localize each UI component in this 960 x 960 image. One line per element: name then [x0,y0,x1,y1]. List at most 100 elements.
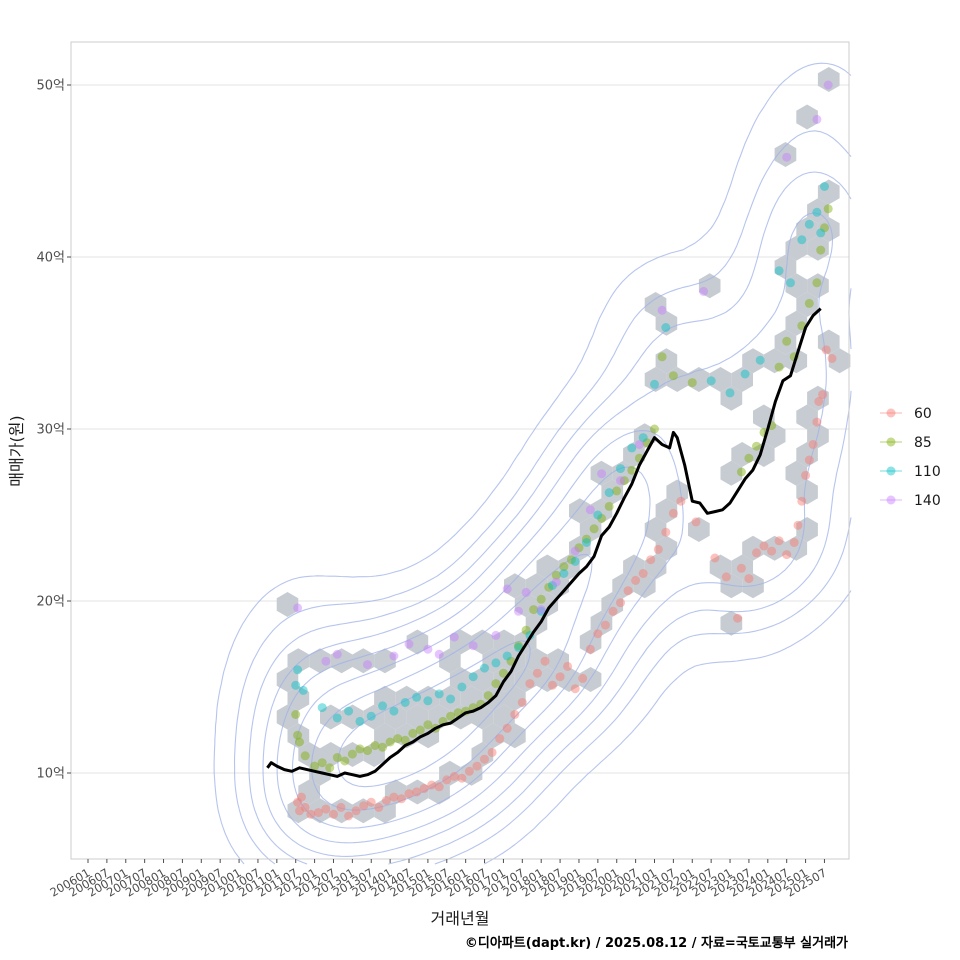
point-60 [646,555,656,565]
point-140 [404,639,414,649]
point-60 [300,802,310,812]
point-110 [725,388,735,398]
hexbin-cell [287,648,310,674]
hexbin-cell [763,348,786,374]
grid-lines [71,84,849,774]
hexbin-cell [439,648,461,674]
hexbin-cell [287,723,310,749]
point-85 [340,756,350,766]
y-tick-label: 10억 [36,767,65,782]
point-110 [536,606,546,616]
hexbin-cell [796,442,818,467]
point-60 [638,569,648,578]
hexbin-cell [796,479,818,505]
median-line [266,307,822,778]
point-60 [296,792,306,802]
point-85 [300,751,310,761]
point-140 [782,152,792,162]
hexbin-cell [742,348,764,374]
point-140 [434,649,444,659]
point-60 [464,766,474,776]
hexbin-cell [471,667,494,692]
point-85 [498,668,508,678]
point-60 [502,723,512,733]
point-60 [480,754,489,764]
point-110 [366,711,376,721]
point-110 [774,266,784,276]
hexbin-cell [655,310,678,336]
hexbin-cell [493,629,515,655]
point-140 [634,440,644,449]
point-60 [789,538,799,547]
point-60 [293,797,303,807]
point-60 [797,496,807,506]
hexbin-cell [785,273,808,299]
point-110 [559,569,569,578]
point-110 [812,207,822,217]
point-110 [317,703,327,713]
hexbin-cell [428,779,450,805]
point-110 [446,694,456,704]
hexbin-cell [590,610,613,636]
hexbin-cell [449,629,472,655]
point-140 [521,587,531,597]
point-140 [699,286,709,296]
hexbin-cell [320,704,342,730]
point-110 [816,228,826,238]
point-60 [449,771,459,781]
point-110 [582,538,591,547]
point-60 [295,806,304,816]
point-140 [293,603,303,613]
hexbin-cell [633,423,656,449]
point-110 [457,682,467,692]
hexbin-cell [471,742,494,767]
point-60 [812,417,822,427]
point-110 [344,706,354,716]
point-60 [733,613,743,623]
point-140 [551,577,561,587]
point-140 [514,606,523,616]
point-60 [313,808,323,818]
hexbin-cell [774,329,797,355]
point-60 [442,775,452,785]
point-60 [653,544,663,554]
point-85 [823,204,833,214]
point-60 [404,789,414,799]
point-110 [293,665,303,675]
median-line-layer [266,307,822,778]
point-140 [363,660,372,670]
point-85 [491,679,501,689]
point-85 [514,641,523,651]
point-60 [721,572,731,582]
point-110 [491,658,501,668]
point-85 [589,524,599,534]
hexbin-cell [363,704,385,730]
point-110 [412,692,422,702]
point-60 [668,508,678,518]
point-60 [472,761,482,771]
point-85 [378,742,388,752]
point-85 [574,543,584,553]
point-60 [427,780,437,790]
point-85 [363,746,372,756]
point-110 [661,323,671,332]
point-85 [566,555,576,565]
hexbin-cell [482,723,504,749]
point-60 [608,606,618,616]
point-110 [755,355,765,365]
point-110 [502,651,512,661]
point-85 [687,378,697,388]
hexbin-cell [796,104,818,130]
point-110 [616,464,625,474]
point-85 [736,467,746,477]
point-85 [816,245,826,255]
point-60 [457,773,467,783]
point-60 [759,541,769,551]
point-110 [434,689,444,699]
point-60 [691,517,701,527]
density-contour [337,640,531,788]
point-85 [812,278,822,288]
point-60 [676,496,686,506]
point-110 [786,278,795,288]
